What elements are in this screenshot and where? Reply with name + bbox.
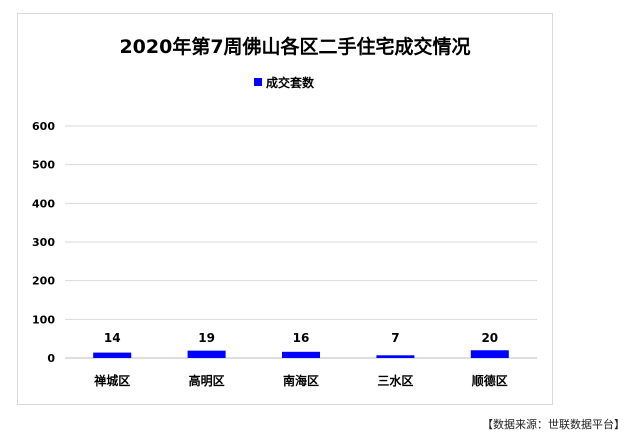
data-label: 16 (293, 331, 310, 345)
y-tick-label: 300 (32, 236, 55, 249)
y-tick-label: 200 (32, 275, 55, 288)
legend-swatch (254, 78, 262, 86)
data-label: 19 (198, 331, 215, 345)
grid-lines (65, 125, 537, 359)
bars (93, 350, 509, 358)
x-tick-label: 南海区 (283, 373, 319, 388)
x-tick-label: 高明区 (189, 373, 225, 388)
y-tick-label: 100 (32, 313, 55, 326)
x-tick-label: 三水区 (377, 373, 413, 388)
y-axis-ticks: 0 100 200 300 400 500 600 (32, 120, 55, 365)
bar (470, 350, 509, 358)
bar (376, 355, 415, 358)
source-note: 【数据来源：世联数据平台】 (482, 418, 625, 431)
chart-title: 2020年第7周佛山各区二手住宅成交情况 (119, 35, 470, 58)
y-tick-label: 400 (32, 197, 55, 210)
bar (93, 352, 132, 358)
chart-frame (17, 13, 553, 405)
x-axis-ticks: 禅城区 高明区 南海区 三水区 顺德区 (93, 373, 508, 388)
y-tick-label: 0 (47, 352, 55, 365)
bar (187, 350, 226, 358)
data-labels: 14 19 16 7 20 (104, 331, 498, 345)
data-label: 14 (104, 331, 121, 345)
data-label: 20 (481, 331, 498, 345)
bar (282, 351, 320, 358)
y-tick-label: 600 (32, 120, 55, 133)
x-tick-label: 禅城区 (93, 373, 130, 388)
x-tick-label: 顺德区 (472, 373, 508, 388)
legend-label: 成交套数 (266, 75, 315, 90)
data-label: 7 (391, 331, 399, 345)
y-tick-label: 500 (32, 159, 55, 172)
